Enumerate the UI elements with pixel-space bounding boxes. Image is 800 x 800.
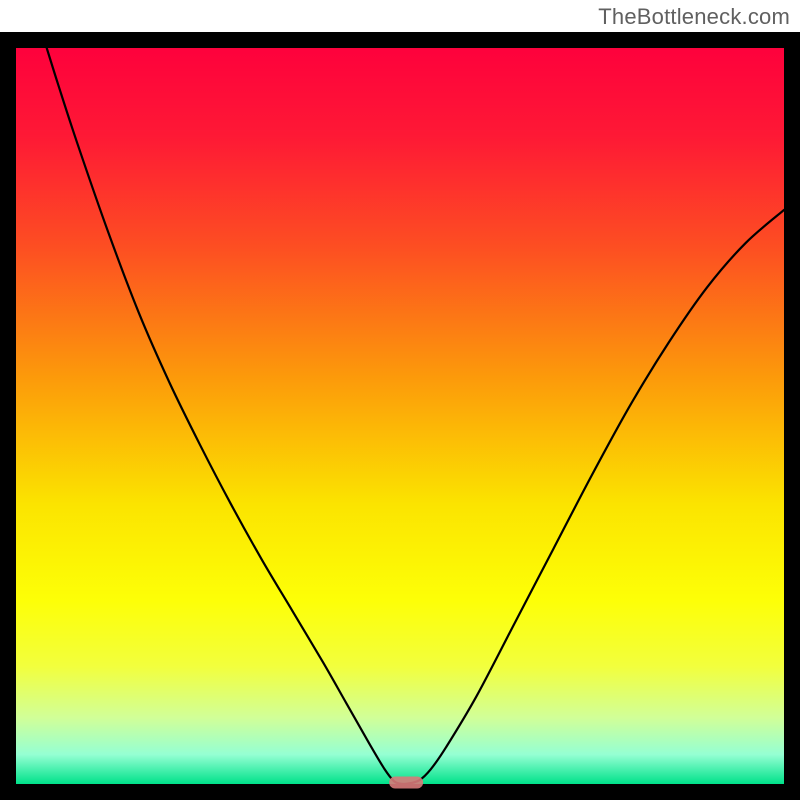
watermark-label: TheBottleneck.com: [598, 4, 790, 30]
bottleneck-chart: [0, 0, 800, 800]
minimum-marker: [389, 777, 423, 789]
chart-background: [16, 48, 784, 784]
chart-container: TheBottleneck.com: [0, 0, 800, 800]
